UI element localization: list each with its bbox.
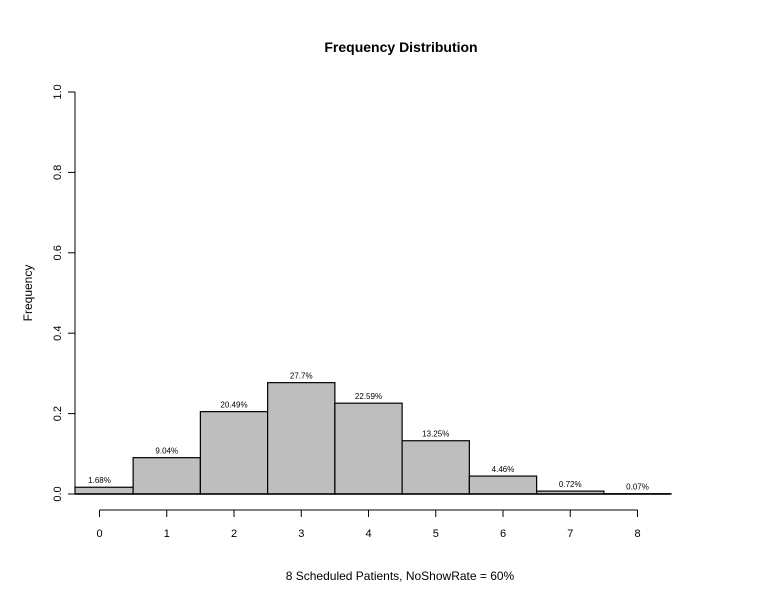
chart-title: Frequency Distribution bbox=[324, 39, 477, 55]
data-label-1: 9.04% bbox=[155, 447, 178, 456]
x-tick-label: 3 bbox=[298, 528, 304, 540]
bar-2 bbox=[199, 411, 269, 495]
y-axis-label: Frequency bbox=[21, 265, 35, 322]
x-tick-label: 0 bbox=[96, 528, 102, 540]
data-label-7: 0.72% bbox=[559, 480, 582, 489]
bar-3 bbox=[267, 382, 336, 495]
bar-6 bbox=[468, 475, 538, 495]
x-tick-label: 7 bbox=[567, 528, 573, 540]
data-label-2: 20.49% bbox=[220, 401, 247, 410]
y-tick-label: 0.4 bbox=[52, 326, 64, 341]
bar-0 bbox=[74, 486, 134, 495]
x-tick-label: 5 bbox=[433, 528, 439, 540]
x-tick-label: 4 bbox=[365, 528, 371, 540]
data-label-0: 1.68% bbox=[88, 476, 111, 485]
y-tick-label: 0.0 bbox=[52, 486, 64, 501]
data-label-4: 22.59% bbox=[355, 392, 382, 401]
x-axis-label: 8 Scheduled Patients, NoShowRate = 60% bbox=[286, 569, 515, 583]
x-tick-label: 6 bbox=[500, 528, 506, 540]
data-label-3: 27.7% bbox=[290, 372, 313, 381]
y-tick-label: 1.0 bbox=[52, 84, 64, 99]
y-tick-label: 0.8 bbox=[52, 165, 64, 180]
data-label-5: 13.25% bbox=[422, 430, 449, 439]
bar-1 bbox=[132, 457, 201, 495]
x-tick-label: 8 bbox=[634, 528, 640, 540]
x-tick-label: 1 bbox=[164, 528, 170, 540]
y-tick-label: 0.2 bbox=[52, 406, 64, 421]
y-tick-label: 0.6 bbox=[52, 245, 64, 260]
data-label-8: 0.07% bbox=[626, 483, 649, 492]
bar-5 bbox=[401, 440, 470, 495]
data-label-6: 4.46% bbox=[492, 465, 515, 474]
x-tick-label: 2 bbox=[231, 528, 237, 540]
bar-4 bbox=[334, 402, 403, 495]
